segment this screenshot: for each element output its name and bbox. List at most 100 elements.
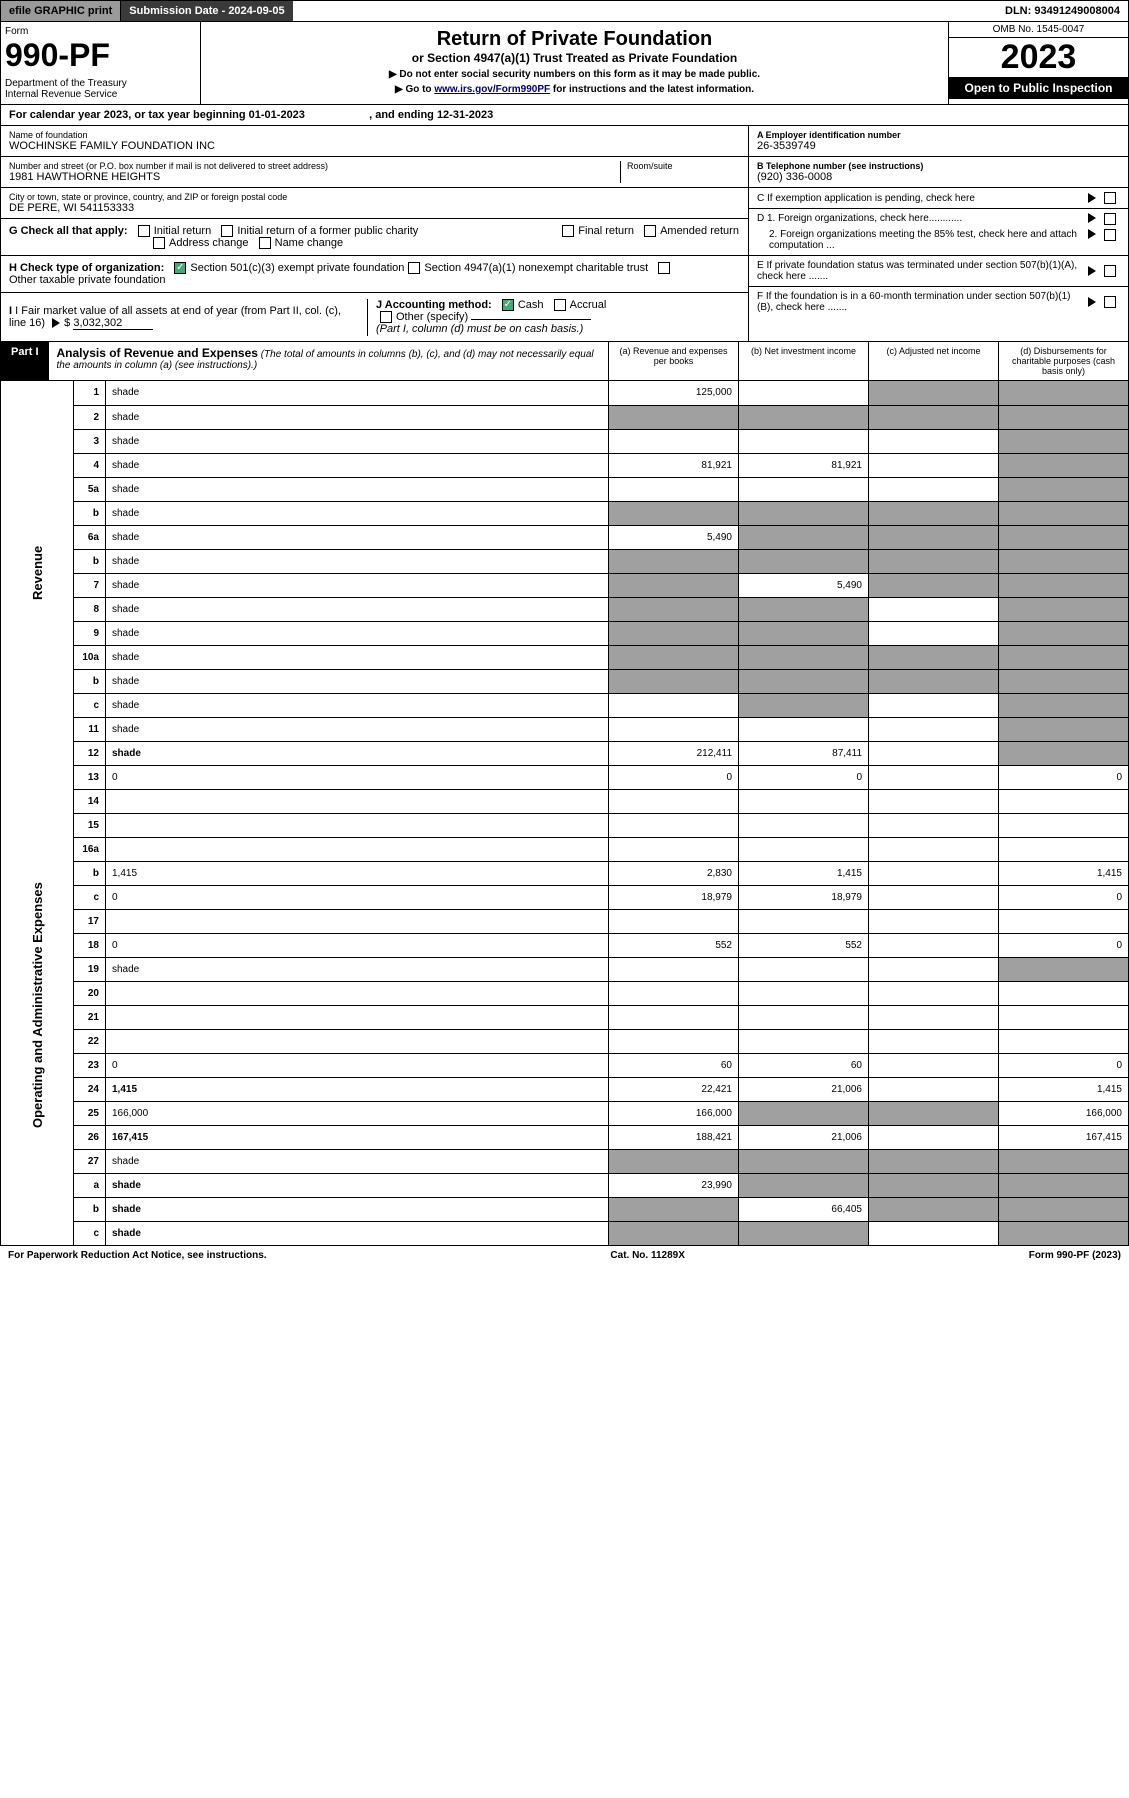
cell-a bbox=[609, 813, 739, 837]
phone-value: (920) 336-0008 bbox=[757, 171, 1120, 183]
line-description bbox=[106, 981, 609, 1005]
c-checkbox[interactable] bbox=[1104, 192, 1116, 204]
cell-c bbox=[869, 549, 999, 573]
line-number: 5a bbox=[74, 477, 106, 501]
line-description: 166,000 bbox=[106, 1101, 609, 1125]
cell-a: 18,979 bbox=[609, 885, 739, 909]
cell-a: 22,421 bbox=[609, 1077, 739, 1101]
arrow-icon bbox=[1088, 297, 1096, 307]
note-2-pre: ▶ Go to bbox=[395, 84, 434, 95]
cell-d: 0 bbox=[999, 933, 1129, 957]
cell-c bbox=[869, 981, 999, 1005]
cell-d bbox=[999, 525, 1129, 549]
line-description bbox=[106, 813, 609, 837]
cell-a bbox=[609, 669, 739, 693]
cell-d bbox=[999, 405, 1129, 429]
line-description: shade bbox=[106, 405, 609, 429]
note-1: ▶ Do not enter social security numbers o… bbox=[207, 69, 942, 80]
note-2-post: for instructions and the latest informat… bbox=[550, 84, 754, 95]
address-change-checkbox[interactable] bbox=[153, 237, 165, 249]
cell-a bbox=[609, 693, 739, 717]
line-number: b bbox=[74, 669, 106, 693]
address: 1981 HAWTHORNE HEIGHTS bbox=[9, 171, 620, 183]
name-change-checkbox[interactable] bbox=[259, 237, 271, 249]
cell-a: 188,421 bbox=[609, 1125, 739, 1149]
line-number: 18 bbox=[74, 933, 106, 957]
line-number: 19 bbox=[74, 957, 106, 981]
cell-d bbox=[999, 597, 1129, 621]
line-number: b bbox=[74, 1197, 106, 1221]
cell-b bbox=[739, 1029, 869, 1053]
cell-c bbox=[869, 813, 999, 837]
e-label: E If private foundation status was termi… bbox=[757, 260, 1084, 282]
cell-d bbox=[999, 1005, 1129, 1029]
cell-b: 18,979 bbox=[739, 885, 869, 909]
line-number: 25 bbox=[74, 1101, 106, 1125]
other-taxable-checkbox[interactable] bbox=[658, 262, 670, 274]
cell-d bbox=[999, 789, 1129, 813]
cell-a bbox=[609, 1221, 739, 1245]
cell-b: 5,490 bbox=[739, 573, 869, 597]
line-number: 4 bbox=[74, 453, 106, 477]
line-number: 22 bbox=[74, 1029, 106, 1053]
cell-b bbox=[739, 381, 869, 405]
cell-d bbox=[999, 717, 1129, 741]
note-2: ▶ Go to www.irs.gov/Form990PF for instru… bbox=[207, 84, 942, 95]
501c3-checkbox[interactable] bbox=[174, 262, 186, 274]
cell-b bbox=[739, 669, 869, 693]
line-description: shade bbox=[106, 597, 609, 621]
submission-date: Submission Date - 2024-09-05 bbox=[121, 1, 292, 21]
f-checkbox[interactable] bbox=[1104, 296, 1116, 308]
irs-link[interactable]: www.irs.gov/Form990PF bbox=[434, 84, 550, 95]
efile-button[interactable]: efile GRAPHIC print bbox=[1, 1, 121, 21]
arrow-icon bbox=[1088, 266, 1096, 276]
cell-b bbox=[739, 1173, 869, 1197]
form-subtitle: or Section 4947(a)(1) Trust Treated as P… bbox=[207, 51, 942, 65]
line-number: 26 bbox=[74, 1125, 106, 1149]
cell-c bbox=[869, 717, 999, 741]
g-check-row: G Check all that apply: Initial return I… bbox=[1, 219, 748, 256]
ij-row: I I Fair market value of all assets at e… bbox=[1, 293, 748, 341]
cal-year-begin: For calendar year 2023, or tax year begi… bbox=[9, 109, 305, 121]
cell-d bbox=[999, 501, 1129, 525]
other-method-checkbox[interactable] bbox=[380, 311, 392, 323]
final-return-checkbox[interactable] bbox=[562, 225, 574, 237]
initial-return-checkbox[interactable] bbox=[138, 225, 150, 237]
name-label: Name of foundation bbox=[9, 130, 740, 140]
cell-b bbox=[739, 909, 869, 933]
foundation-name: WOCHINSKE FAMILY FOUNDATION INC bbox=[9, 140, 740, 152]
line-description: shade bbox=[106, 717, 609, 741]
part1-table: Revenue1shade125,0002shade3shade4shade81… bbox=[0, 381, 1129, 1246]
cell-c bbox=[869, 885, 999, 909]
initial-former-checkbox[interactable] bbox=[221, 225, 233, 237]
cell-c bbox=[869, 597, 999, 621]
cell-a bbox=[609, 429, 739, 453]
cell-c bbox=[869, 933, 999, 957]
cell-b bbox=[739, 645, 869, 669]
line-number: 23 bbox=[74, 1053, 106, 1077]
4947a1-checkbox[interactable] bbox=[408, 262, 420, 274]
cell-b: 1,415 bbox=[739, 861, 869, 885]
cell-b bbox=[739, 525, 869, 549]
addr-label: Number and street (or P.O. box number if… bbox=[9, 161, 620, 171]
tax-year: 2023 bbox=[949, 38, 1128, 77]
d1-checkbox[interactable] bbox=[1104, 213, 1116, 225]
arrow-icon bbox=[1088, 213, 1096, 223]
cell-d bbox=[999, 981, 1129, 1005]
cash-checkbox[interactable] bbox=[502, 299, 514, 311]
accrual-checkbox[interactable] bbox=[554, 299, 566, 311]
j-accrual: Accrual bbox=[570, 299, 607, 311]
line-number: 24 bbox=[74, 1077, 106, 1101]
line-number: 1 bbox=[74, 381, 106, 405]
cell-d: 0 bbox=[999, 885, 1129, 909]
line-description bbox=[106, 909, 609, 933]
g-opt-4: Address change bbox=[169, 237, 249, 249]
amended-return-checkbox[interactable] bbox=[644, 225, 656, 237]
cell-d: 1,415 bbox=[999, 861, 1129, 885]
line-number: 27 bbox=[74, 1149, 106, 1173]
h-label: H Check type of organization: bbox=[9, 262, 164, 274]
d2-checkbox[interactable] bbox=[1104, 229, 1116, 241]
e-checkbox[interactable] bbox=[1104, 265, 1116, 277]
cell-a: 60 bbox=[609, 1053, 739, 1077]
line-description: shade bbox=[106, 501, 609, 525]
